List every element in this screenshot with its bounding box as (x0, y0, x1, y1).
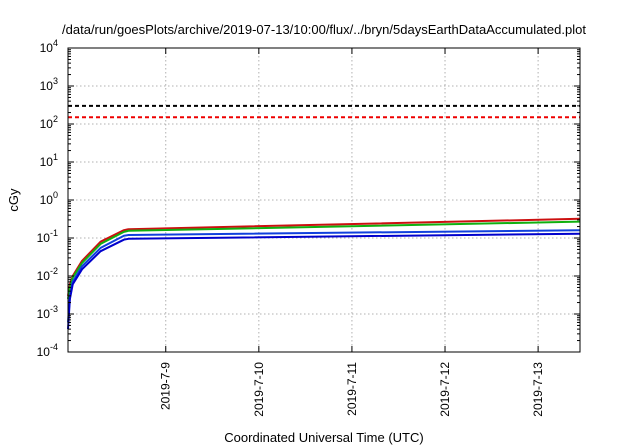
x-tick-label: 2019-7-11 (345, 362, 359, 416)
y-axis: 10-4 10-3 10-2 10-1 100 101 102 103 104 (37, 38, 580, 359)
y-tick-label: 102 (40, 114, 58, 131)
x-tick-label: 2019-7-13 (531, 362, 545, 417)
x-axis-label: Coordinated Universal Time (UTC) (224, 430, 423, 445)
series-line (67, 232, 581, 330)
y-tick-label: 10-2 (37, 266, 58, 283)
grid (68, 48, 580, 352)
y-tick-label: 10-4 (37, 342, 58, 359)
y-tick-label: 104 (40, 38, 58, 55)
series-line (67, 220, 581, 300)
x-axis: 2019-7-9 2019-7-10 2019-7-11 2019-7-12 2019-… (159, 48, 545, 417)
threshold-layer (68, 104, 580, 119)
y-tick-label: 100 (40, 190, 58, 207)
y-tick-label: 103 (40, 76, 58, 93)
chart-title: /data/run/goesPlots/archive/2019-07-13/1… (62, 22, 586, 37)
x-tick-label: 2019-7-10 (252, 362, 266, 417)
y-axis-label: cGy (6, 188, 21, 212)
series-layer (67, 217, 581, 330)
y-tick-label: 101 (40, 152, 58, 169)
y-tick-label: 10-3 (37, 304, 58, 321)
x-tick-label: 2019-7-9 (159, 362, 173, 410)
x-tick-label: 2019-7-12 (438, 362, 452, 417)
y-tick-label: 10-1 (37, 228, 58, 245)
